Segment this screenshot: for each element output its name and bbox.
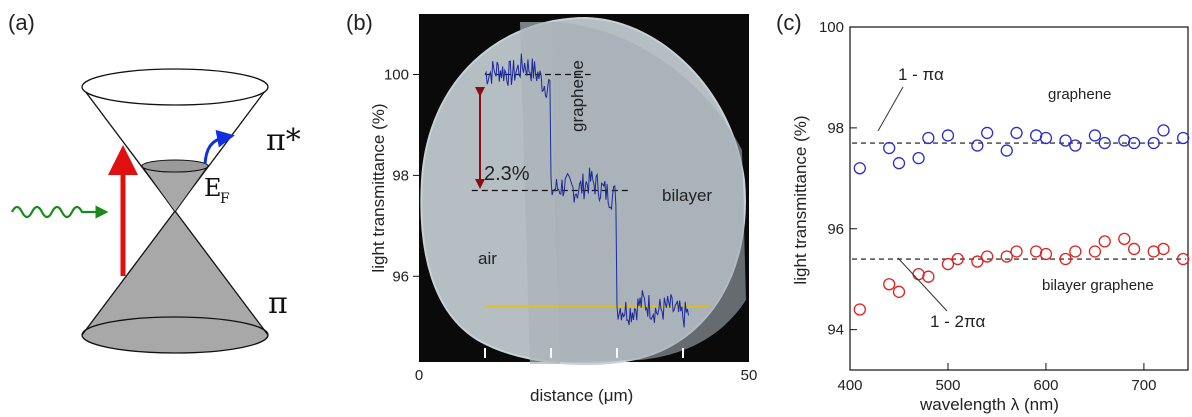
intraband-arrow [203,129,235,165]
bilayer-region [552,22,746,362]
bilayer-point [1176,252,1190,266]
series-label-graphene: graphene [1048,86,1111,103]
panel-b-label: (b) [346,10,373,35]
graphene-point [912,151,925,165]
b-xtick-group: 0 50 [415,348,758,384]
bilayer-point [1000,250,1013,263]
c-plot-frame [849,26,1189,371]
graphene-region-label: graphene [568,60,587,132]
bilayer-point [883,278,896,291]
c-xtick-label: 600 [1033,377,1058,394]
c-ytick-label: 98 [827,120,844,137]
graphene-point [1157,124,1170,137]
bilayer-point [1069,245,1082,258]
panel-c: (c) light transmittance (%) 94 96 98 100 40… [776,10,1190,414]
fermi-subscript: F [220,191,230,207]
bilayer-point [922,270,935,283]
series-label-bilayer: bilayer graphene [1042,277,1154,294]
photon-wave [11,205,109,219]
pi-star-label: π* [266,123,301,158]
bilayer-point [1010,245,1023,258]
formula-pointer-bilayer [897,257,948,312]
lower-cone-base [81,316,269,354]
graphene-point [941,129,955,142]
step-annotation: 2.3% [484,163,530,185]
panel-a-label: (a) [8,10,35,35]
c-xtick-label: 500 [935,377,960,394]
c-xlabel: wavelength λ (nm) [919,395,1059,414]
c-xtick-label: 700 [1131,377,1156,394]
c-ytick-group: 94 96 98 100 [819,19,857,339]
bilayer-point [951,252,964,266]
b-xtick-label: 50 [741,367,758,384]
upper-cone-rim [81,68,269,106]
air-label: air [478,249,497,268]
bilayer-point [981,250,994,263]
bilayer-point [1157,242,1170,256]
pi-label: π [268,286,288,321]
b-ytick-label: 96 [392,268,409,285]
graphene-point [1010,126,1023,140]
graphene-point [1000,144,1013,157]
fermi-label: E [204,174,222,202]
graphene-point [1098,136,1111,150]
bilayer-point [1118,232,1131,246]
formula-graphene: 1 - πα [898,65,944,84]
filled-upper-states [141,164,209,213]
c-ylabel: light transmittance (%) [791,115,810,284]
fermi-surface [141,159,209,173]
bilayer-point [1039,247,1053,261]
c-reference-lines [852,142,1186,260]
graphene-point [1039,131,1053,145]
bilayer-point [892,285,906,298]
graphene-point [971,139,984,152]
c-ytick-label: 100 [819,19,844,36]
bilayer-point [1088,245,1102,258]
lower-cone [82,212,268,335]
graphene-point [1069,139,1082,152]
b-ytick-group: 96 98 100 [384,67,419,285]
graphene-point [1059,134,1072,147]
bilayer-point [971,255,984,268]
c-xtick-label: 400 [837,377,862,394]
bilayer-point [1127,242,1141,256]
panel-a: (a) π* E F π [8,10,301,354]
c-ytick-label: 96 [827,221,844,238]
b-ytick-label: 98 [392,167,409,184]
c-ytick-label: 94 [827,322,844,339]
c-xtick-group: 400 500 600 700 [837,363,1156,394]
transmittance-trace [484,53,689,328]
b-ytick-label: 100 [384,67,409,84]
bilayer-point [941,257,955,271]
graphene-point [1127,136,1141,150]
b-xtick-label: 0 [415,367,423,384]
c-data-points [853,124,1190,316]
b-xlabel: distance (μm) [530,386,633,405]
graphene-point [981,126,994,140]
graphene-point [883,141,896,155]
bilayer-label: bilayer [662,186,712,205]
b-ylabel: light transmittance (%) [369,103,388,272]
graphene-point [892,157,906,170]
bilayer-point [1098,235,1111,248]
graphene-point [922,131,935,145]
graphene-point [853,162,866,175]
formula-bilayer: 1 - 2πα [930,312,986,331]
panel-c-label: (c) [776,10,802,35]
graphene-point [1088,129,1102,142]
formula-pointer-graphene [877,86,904,132]
graphene-point [1147,136,1160,150]
bilayer-point [1059,252,1072,266]
bilayer-point [853,303,866,316]
graphene-point [1176,131,1190,145]
